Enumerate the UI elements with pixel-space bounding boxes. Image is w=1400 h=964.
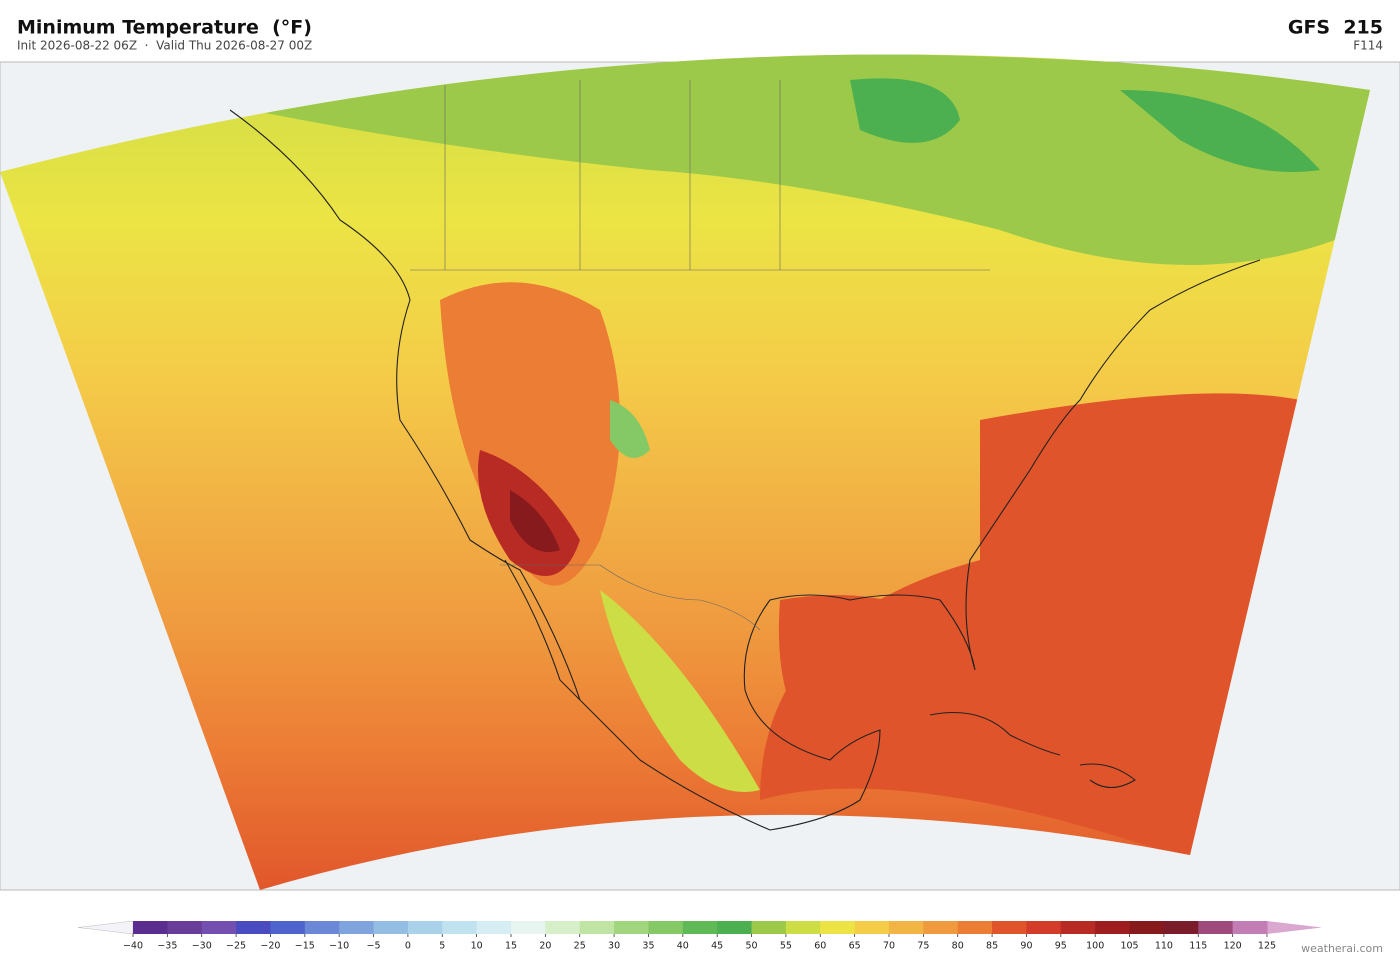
colorbar-bin (923, 921, 959, 934)
colorbar-tick-label: 55 (780, 941, 792, 952)
colorbar-tick-label: 65 (849, 941, 861, 952)
colorbar-bin (751, 921, 787, 934)
colorbar-tick-label: −20 (260, 941, 280, 952)
colorbar-bin (785, 921, 821, 934)
colorbar-tick-label: 125 (1258, 941, 1276, 952)
colorbar-bin (1129, 921, 1165, 934)
colorbar-tick-label: 20 (539, 941, 551, 952)
colorbar-bin (820, 921, 856, 934)
colorbar-bin (1232, 921, 1268, 934)
colorbar-tick-label: −25 (226, 941, 246, 952)
colorbar-tick-label: 110 (1155, 941, 1173, 952)
colorbar-tick-label: 50 (745, 941, 757, 952)
subtitle: Init 2026-08-22 06Z · Valid Thu 2026-08-… (17, 39, 312, 53)
colorbar-bin (167, 921, 203, 934)
colorbar-bin (579, 921, 615, 934)
model-label: GFS 215 (1288, 17, 1383, 39)
colorbar-tick-label: 115 (1189, 941, 1207, 952)
colorbar-tick-label: 100 (1086, 941, 1104, 952)
colorbar-tick-label: 0 (405, 941, 411, 952)
colorbar-bin (545, 921, 581, 934)
colorbar-tick-label: 30 (608, 941, 620, 952)
colorbar-tick-label: 80 (952, 941, 964, 952)
colorbar-under (77, 920, 134, 935)
colorbar-bin (407, 921, 443, 934)
map (0, 54, 1400, 891)
colorbar-tick-label: 35 (642, 941, 654, 952)
colorbar-tick-label: 60 (814, 941, 826, 952)
colorbar-bin (889, 921, 924, 934)
colorbar-tick-label: −40 (123, 941, 143, 952)
colorbar-bin (614, 921, 649, 934)
colorbar-tick-label: 45 (711, 941, 723, 952)
colorbar-over (1267, 921, 1322, 934)
colorbar-tick-label: 75 (917, 941, 929, 952)
colorbar-bin (1060, 921, 1096, 934)
colorbar-tick-label: 40 (677, 941, 689, 952)
credit: weatherai.com (1301, 942, 1383, 955)
colorbar-bin (511, 921, 546, 934)
forecast-hour: F114 (1353, 39, 1383, 53)
colorbar-bin (682, 921, 718, 934)
colorbar-tick-label: −10 (329, 941, 349, 952)
title: Minimum Temperature (°F) (17, 17, 312, 39)
colorbar-bin (1198, 921, 1234, 934)
colorbar-bin (648, 921, 684, 934)
colorbar-tick-label: 25 (574, 941, 586, 952)
colorbar-tick-label: 70 (883, 941, 895, 952)
colorbar-tick-label: 90 (1020, 941, 1032, 952)
colorbar-tick-label: 15 (505, 941, 517, 952)
colorbar-bin (1026, 921, 1062, 934)
colorbar-tick-label: 5 (439, 941, 445, 952)
colorbar-tick-label: 10 (471, 941, 483, 952)
colorbar-bin (442, 921, 478, 934)
colorbar-bin (1095, 921, 1131, 934)
colorbar-bin (476, 921, 512, 934)
borders (410, 80, 990, 631)
colorbar-bin (270, 921, 306, 934)
colorbar-bin (1163, 921, 1199, 934)
colorbar-bin (957, 921, 993, 934)
colorbar-tick-label: 105 (1120, 941, 1138, 952)
colorbar-bin (373, 921, 409, 934)
coastlines (229, 109, 1261, 831)
colorbar-tick-label: −35 (157, 941, 177, 952)
colorbar-bin (854, 921, 890, 934)
colorbar-tick-label: −5 (367, 941, 381, 952)
colorbar-tick-label: 120 (1224, 941, 1242, 952)
colorbar-bin (339, 921, 375, 934)
colorbar-bin (201, 921, 237, 934)
colorbar-tick-label: 95 (1055, 941, 1067, 952)
colorbar-bin (236, 921, 271, 934)
colorbar-tick-label: 85 (986, 941, 998, 952)
colorbar-tick-label: −15 (295, 941, 315, 952)
temperature-field (0, 54, 1370, 890)
colorbar: −40 −35 −30 −25 −20 −15 −10 −5 0 5 10 15 20 25 30 35 40 4… (77, 920, 1322, 952)
colorbar-bin (133, 921, 168, 934)
colorbar-bin (717, 921, 753, 934)
colorbar-bin (304, 921, 340, 934)
colorbar-bin (992, 921, 1027, 934)
colorbar-tick-label: −30 (192, 941, 212, 952)
